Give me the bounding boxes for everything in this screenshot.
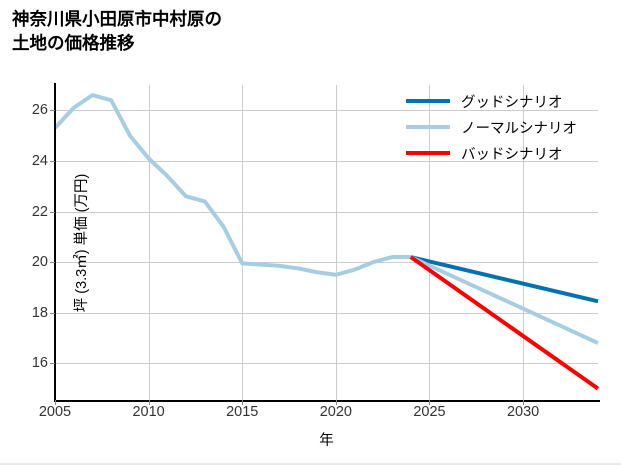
chart-legend: グッドシナリオ ノーマルシナリオ バッドシナリオ: [406, 88, 611, 166]
legend-item[interactable]: ノーマルシナリオ: [406, 114, 611, 140]
x-tick-label: 2025: [413, 404, 446, 420]
x-tick-label: 2005: [38, 404, 72, 420]
gridline-x: [148, 85, 150, 400]
series-line: [409, 255, 600, 391]
legend-color-swatch: [406, 98, 450, 104]
x-tick-mark: [335, 400, 337, 405]
series-line: [410, 255, 599, 304]
y-tick-label: 18: [31, 304, 48, 321]
gridline-y: [55, 160, 598, 162]
legend-label: グッドシナリオ: [461, 94, 563, 111]
plot-area: 16 18 20 22 24 26 2005 2010 2015 2020 2025 2030 年 …: [32, 83, 600, 449]
y-tick-mark: [50, 312, 55, 314]
x-tick-mark: [429, 400, 431, 405]
gridline-y: [55, 110, 598, 112]
y-tick-mark: [50, 262, 55, 264]
gridline-x: [523, 85, 525, 400]
series-line: [53, 93, 411, 277]
gridline-y: [55, 211, 598, 213]
y-axis-line: [54, 83, 57, 402]
page-title: 神奈川県小田原市中村原の 土地の価格推移: [12, 9, 222, 53]
x-tick-mark: [55, 400, 56, 405]
y-tick-mark: [50, 160, 55, 162]
y-axis-title: 坪 (3.3㎡) 単価 (万円): [73, 173, 90, 312]
y-tick-mark: [50, 211, 55, 213]
x-tick-mark: [523, 400, 525, 405]
gridline-y: [55, 262, 598, 264]
plot-background: [55, 85, 598, 400]
legend-label: バッドシナリオ: [461, 146, 563, 163]
y-tick-mark: [50, 110, 55, 112]
legend-color-swatch: [406, 124, 450, 130]
legend-color-swatch: [406, 150, 450, 156]
x-tick-label: 2030: [506, 404, 540, 420]
y-tick-mark: [50, 363, 55, 365]
legend-item[interactable]: バッドシナリオ: [406, 140, 611, 166]
legend-item[interactable]: グッドシナリオ: [406, 88, 611, 114]
series-line: [409, 255, 599, 345]
x-tick-label: 2010: [132, 404, 165, 420]
y-tick-label: 20: [31, 254, 48, 271]
gridline-x: [429, 85, 431, 400]
x-tick-label: 2015: [226, 404, 259, 420]
gridline-x: [242, 85, 244, 400]
series-lines: [53, 93, 600, 391]
x-axis-title: 年: [319, 433, 334, 449]
y-tick-label: 22: [31, 203, 48, 220]
y-tick-label: 26: [31, 102, 48, 119]
x-tick-label: 2020: [319, 404, 352, 420]
x-tick-mark: [148, 400, 150, 405]
legend-label: ノーマルシナリオ: [461, 120, 577, 137]
y-tick-label: 16: [31, 355, 48, 372]
x-tick-mark: [242, 400, 244, 405]
gridline-y: [55, 363, 598, 365]
y-tick-label: 24: [31, 152, 48, 169]
gridline-y: [55, 312, 598, 314]
x-axis-line: [54, 400, 600, 403]
gridline-x: [335, 85, 337, 400]
